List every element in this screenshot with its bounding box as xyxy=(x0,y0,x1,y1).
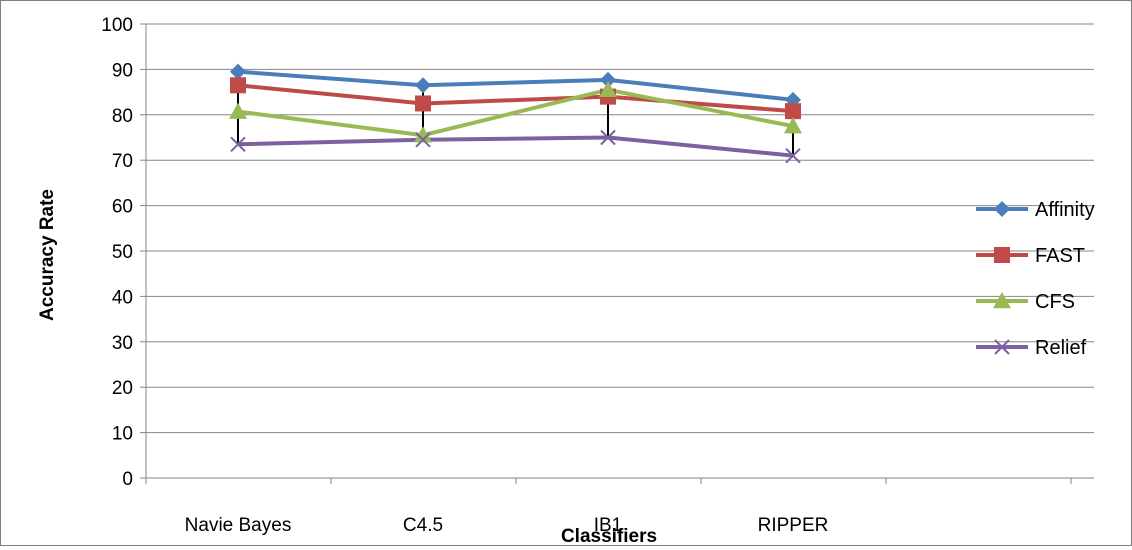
y-tick-label-80: 80 xyxy=(112,106,133,127)
y-tick-label-10: 10 xyxy=(112,424,133,445)
y-tick-label-20: 20 xyxy=(112,378,133,399)
marker-fast-0 xyxy=(230,77,246,93)
legend: Affinity FAST CFS Relief xyxy=(976,199,1095,359)
legend-label-relief: Relief xyxy=(1035,337,1087,359)
legend-item-relief: Relief xyxy=(976,337,1087,359)
series-lines xyxy=(238,72,793,156)
legend-label-cfs: CFS xyxy=(1035,291,1075,313)
y-tick-label-90: 90 xyxy=(112,60,133,81)
x-axis-title: Classifiers xyxy=(561,526,657,545)
x-tick-label-0: Navie Bayes xyxy=(185,515,292,536)
y-tick-labels: 0 10 20 30 40 50 60 70 80 90 100 xyxy=(101,15,133,490)
x-tick-label-1: C4.5 xyxy=(403,515,443,536)
y-tick-label-40: 40 xyxy=(112,287,133,308)
y-tick-label-30: 30 xyxy=(112,333,133,354)
y-tick-label-60: 60 xyxy=(112,197,133,218)
y-tick-label-100: 100 xyxy=(101,15,133,36)
series-line-cfs xyxy=(238,90,793,135)
legend-label-affinity: Affinity xyxy=(1035,199,1095,221)
legend-item-cfs: CFS xyxy=(976,291,1075,313)
legend-marker-affinity xyxy=(994,201,1010,217)
legend-marker-fast xyxy=(994,247,1010,263)
series-line-affinity xyxy=(238,72,793,100)
y-axis-title: Accuracy Rate xyxy=(37,189,58,321)
series-line-relief xyxy=(238,138,793,156)
y-tick-label-70: 70 xyxy=(112,151,133,172)
marker-affinity-1 xyxy=(415,77,431,93)
x-tick-label-3: RIPPER xyxy=(758,515,829,536)
x-tick-labels: Navie Bayes C4.5 IB1 RIPPER xyxy=(185,515,829,536)
marker-fast-1 xyxy=(415,95,431,111)
y-tick-label-0: 0 xyxy=(122,469,133,490)
marker-fast-3 xyxy=(785,103,801,119)
marker-affinity-0 xyxy=(230,64,246,80)
gridlines xyxy=(146,24,1094,433)
legend-item-affinity: Affinity xyxy=(976,199,1095,221)
legend-item-fast: FAST xyxy=(976,245,1085,267)
y-tick-label-50: 50 xyxy=(112,242,133,263)
legend-label-fast: FAST xyxy=(1035,245,1085,267)
